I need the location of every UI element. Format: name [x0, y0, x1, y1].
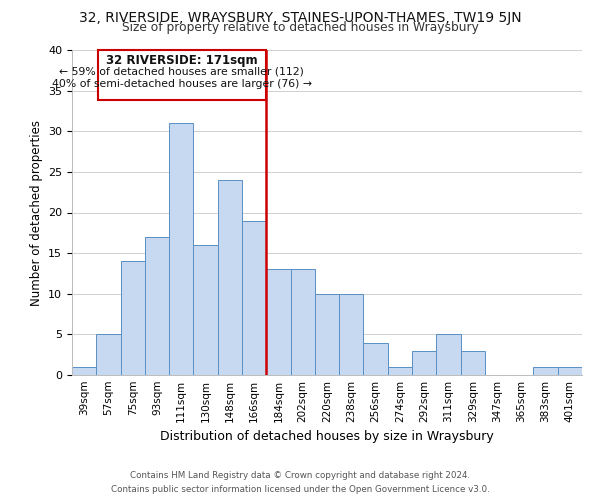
Bar	[412, 350, 436, 375]
Bar	[461, 350, 485, 375]
Bar	[436, 334, 461, 375]
Bar	[266, 270, 290, 375]
Bar	[388, 367, 412, 375]
Y-axis label: Number of detached properties: Number of detached properties	[29, 120, 43, 306]
Bar	[193, 245, 218, 375]
Text: Size of property relative to detached houses in Wraysbury: Size of property relative to detached ho…	[122, 22, 478, 35]
Text: ← 59% of detached houses are smaller (112): ← 59% of detached houses are smaller (11…	[59, 66, 304, 76]
Bar	[218, 180, 242, 375]
Bar	[315, 294, 339, 375]
Bar	[364, 342, 388, 375]
Text: Contains HM Land Registry data © Crown copyright and database right 2024.
Contai: Contains HM Land Registry data © Crown c…	[110, 472, 490, 494]
X-axis label: Distribution of detached houses by size in Wraysbury: Distribution of detached houses by size …	[160, 430, 494, 444]
Bar	[290, 270, 315, 375]
Bar	[121, 261, 145, 375]
Bar	[145, 237, 169, 375]
Bar	[533, 367, 558, 375]
Text: 32 RIVERSIDE: 171sqm: 32 RIVERSIDE: 171sqm	[106, 54, 257, 67]
Bar	[242, 220, 266, 375]
Bar	[169, 123, 193, 375]
Bar	[96, 334, 121, 375]
Bar	[339, 294, 364, 375]
Text: 40% of semi-detached houses are larger (76) →: 40% of semi-detached houses are larger (…	[52, 79, 311, 89]
Text: 32, RIVERSIDE, WRAYSBURY, STAINES-UPON-THAMES, TW19 5JN: 32, RIVERSIDE, WRAYSBURY, STAINES-UPON-T…	[79, 11, 521, 25]
Bar	[558, 367, 582, 375]
Bar	[72, 367, 96, 375]
FancyBboxPatch shape	[97, 50, 266, 100]
